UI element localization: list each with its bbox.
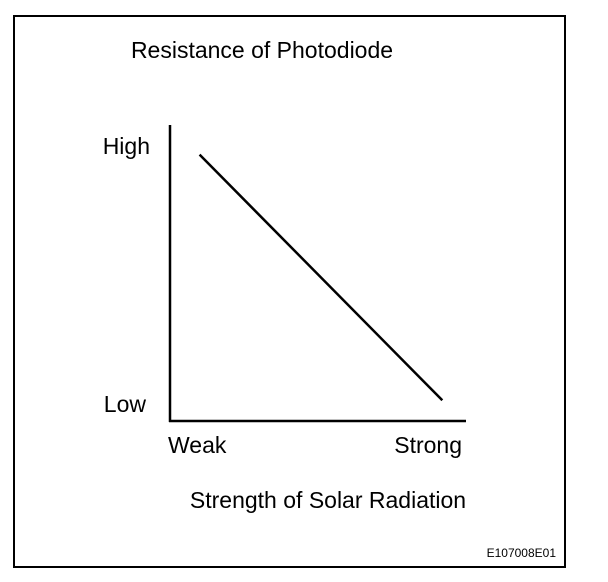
series-layer bbox=[198, 153, 444, 402]
y-tick-label-high: High bbox=[103, 133, 150, 159]
series-line-0 bbox=[198, 153, 444, 402]
x-axis-label: Strength of Solar Radiation bbox=[190, 487, 466, 513]
x-tick-label-strong: Strong bbox=[394, 432, 462, 458]
x-tick-label-weak: Weak bbox=[168, 432, 227, 458]
y-tick-label-low: Low bbox=[104, 391, 147, 417]
chart-title: Resistance of Photodiode bbox=[131, 37, 393, 63]
reference-id: E107008E01 bbox=[486, 546, 556, 560]
figure-frame bbox=[13, 15, 566, 568]
